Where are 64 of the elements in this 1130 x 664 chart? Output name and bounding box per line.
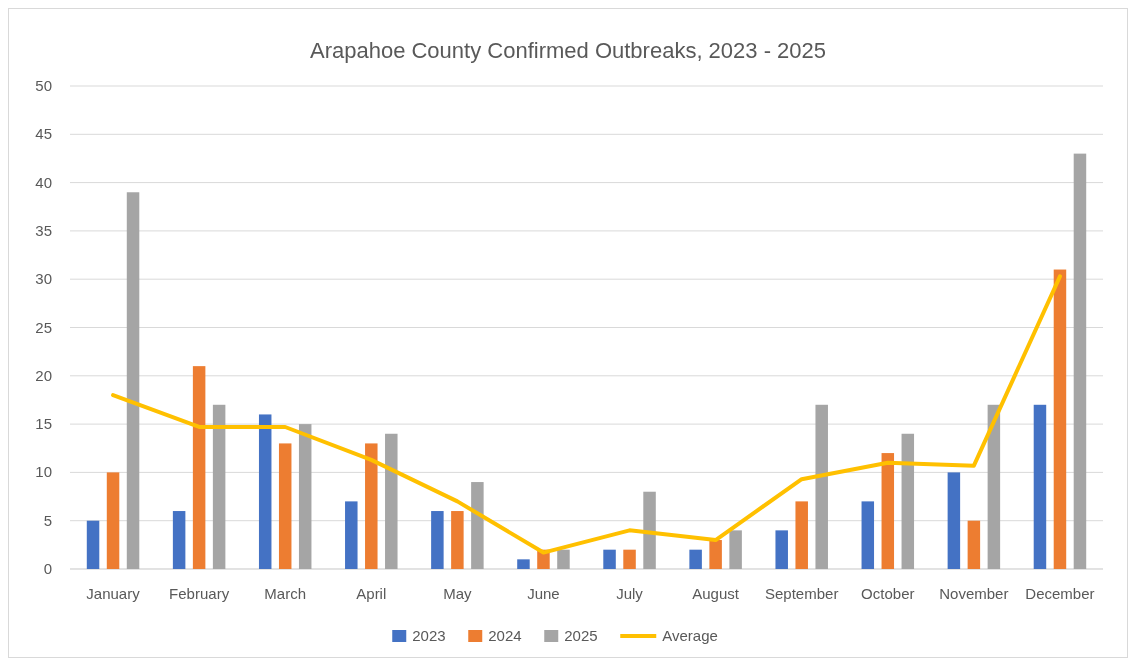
bar [815,404,828,569]
bar [172,511,186,569]
x-tick-label: June [527,585,560,602]
bar [987,404,1001,569]
bar [729,530,742,569]
x-tick-label: November [939,585,1009,602]
bar [517,559,530,569]
bar [1053,269,1067,569]
y-tick-label: 20 [35,366,52,384]
legend-label: 2025 [564,627,598,644]
y-tick-label: 45 [35,125,52,143]
bar [451,511,464,569]
bar [689,549,702,569]
y-tick-label: 25 [35,318,52,336]
bar [471,482,484,569]
y-tick-label: 5 [43,511,52,529]
bar [623,549,636,569]
bar [901,433,915,569]
bar [947,472,961,569]
bar [603,549,616,569]
bar [278,443,292,569]
x-tick-label: July [616,585,644,602]
line-series [111,274,1062,555]
bar [775,530,788,569]
x-tick-label: September [765,585,839,602]
bar [557,549,570,569]
legend-label: 2023 [412,627,446,644]
bar [126,192,140,569]
x-tick-label: December [1025,585,1095,602]
x-tick-label: February [169,585,230,602]
x-tick-label: January [86,585,141,602]
bar [385,433,398,569]
bar [643,491,656,569]
bar [192,366,206,569]
bar [431,511,444,569]
bar [795,501,808,569]
bar [258,414,272,569]
bar [709,540,722,569]
legend-label: Average [662,627,718,644]
bar [1073,153,1087,569]
y-tick-label: 10 [35,463,52,481]
bar [345,501,358,569]
x-tick-label: October [861,585,915,602]
legend-label: 2024 [488,627,522,644]
bar [365,443,378,569]
bar [861,501,875,569]
bar [106,472,120,569]
x-tick-label: April [356,585,387,602]
y-tick-label: 15 [35,415,52,433]
bar [881,453,895,569]
y-tick-label: 40 [35,173,52,191]
bar [86,520,100,569]
y-tick-label: 0 [43,560,52,577]
y-tick-label: 30 [35,270,52,288]
bar [212,404,226,569]
bar [967,520,981,569]
y-tick-label: 35 [35,221,52,239]
x-tick-label: March [264,585,307,602]
chart-title: Arapahoe County Confirmed Outbreaks, 2023 - 2025 [309,38,827,63]
x-tick-label: May [443,585,473,602]
y-tick-label: 50 [35,77,52,94]
x-tick-label: August [692,585,740,602]
bar [1033,404,1047,569]
bar [298,424,312,569]
